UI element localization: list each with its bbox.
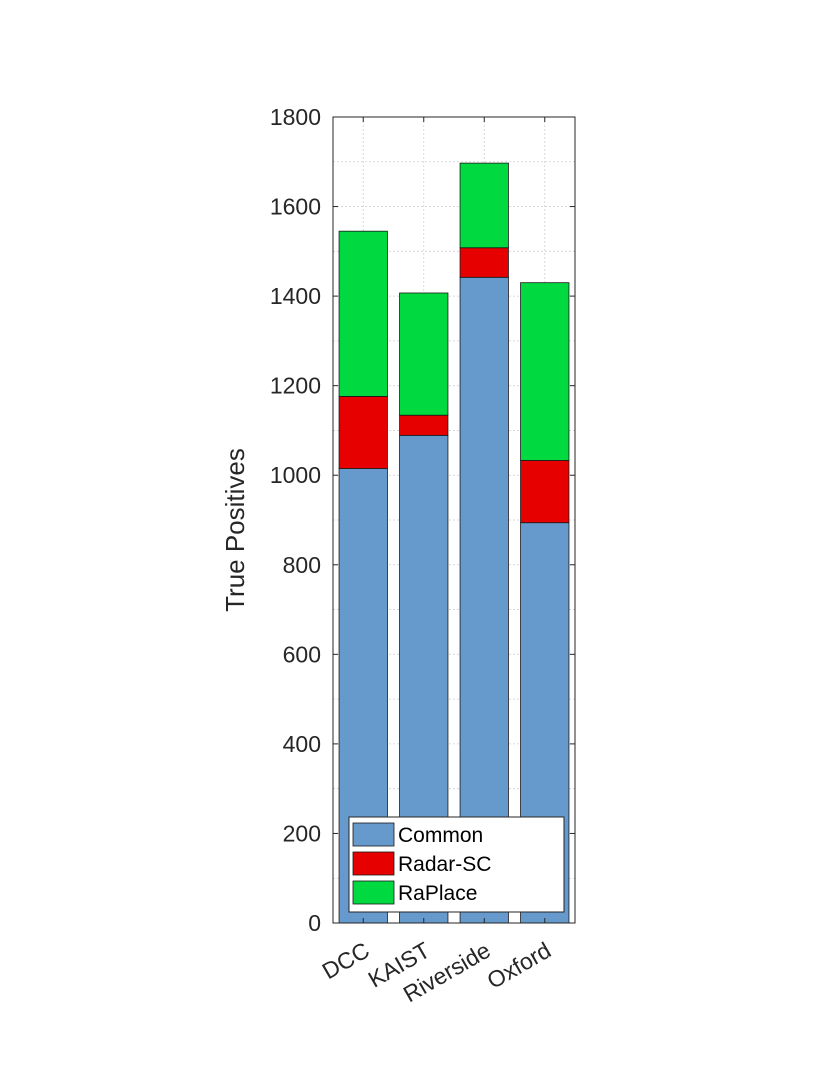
x-tick-label-oxford: Oxford <box>482 937 555 994</box>
y-tick-label: 1200 <box>270 373 321 399</box>
x-tick-label-dcc: DCC <box>318 937 374 984</box>
y-axis-label: True Positives <box>220 448 250 612</box>
plot-frame <box>332 116 576 924</box>
y-tick-label: 1400 <box>270 283 321 309</box>
bar-raplace-riverside <box>459 162 509 249</box>
y-tick-label: 400 <box>283 731 321 757</box>
bar-raplace-kaist <box>399 292 449 416</box>
y-tick-label: 800 <box>283 552 321 578</box>
legend-label-raplace: RaPlace <box>398 882 477 905</box>
bar-radar-sc-kaist <box>399 414 449 436</box>
y-tick-labels: 0 200 400 600 800 1000 1200 1400 1600 1800 <box>270 104 321 936</box>
bar-raplace-oxford <box>520 282 570 461</box>
y-tick-label: 1600 <box>270 194 321 220</box>
legend-swatch-radar-sc <box>352 851 395 876</box>
bar-raplace-dcc <box>338 230 388 397</box>
y-tick-label: 0 <box>308 910 321 936</box>
legend-swatch-raplace <box>352 880 395 905</box>
legend: Common Radar-SC RaPlace <box>348 816 565 913</box>
legend-label-radar-sc: Radar-SC <box>398 853 491 876</box>
axis-ticks <box>333 116 575 924</box>
legend-label-common: Common <box>398 824 483 847</box>
y-tick-label: 200 <box>283 820 321 846</box>
y-tick-label: 1000 <box>270 462 321 488</box>
bars <box>338 162 570 924</box>
bar-radar-sc-dcc <box>338 396 388 469</box>
bar-common-riverside <box>459 276 509 924</box>
y-tick-label: 600 <box>283 641 321 667</box>
legend-swatch-common <box>352 822 395 847</box>
y-tick-label: 1800 <box>270 104 321 130</box>
bar-radar-sc-riverside <box>459 247 509 278</box>
bar-radar-sc-oxford <box>520 460 570 524</box>
